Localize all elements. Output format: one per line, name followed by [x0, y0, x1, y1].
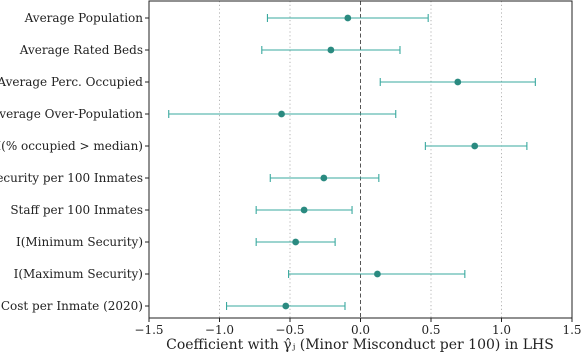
point-i-minimum-security [292, 239, 299, 246]
y-tick-label: Average Rated Beds [19, 43, 143, 57]
point-average-perc-occupied [454, 79, 461, 86]
x-tick-label: 0.5 [421, 323, 440, 337]
y-tick-label: Cost per Inmate (2020) [1, 299, 143, 313]
y-tick-label: I(Maximum Security) [14, 267, 143, 281]
y-axis: Average Population Average Rated Beds Aver… [0, 11, 149, 313]
x-tick-label: 0.0 [351, 323, 370, 337]
x-tick-label: −0.5 [275, 323, 304, 337]
point-average-population [344, 15, 351, 22]
y-tick-label: I(% occupied > median) [0, 139, 143, 153]
x-tick-label: 1.0 [492, 323, 511, 337]
y-tick-label: Staff per 100 Inmates [10, 203, 143, 217]
x-axis: −1.5 −1.0 −0.5 0.0 0.5 1.0 1.5 [134, 318, 581, 337]
point-i-maximum-security [374, 271, 381, 278]
x-tick-label: 1.5 [562, 323, 581, 337]
point-security-per-100-inmates [320, 175, 327, 182]
point-average-over-population [278, 111, 285, 118]
y-tick-label: Average Population [24, 11, 144, 25]
x-tick-label: −1.5 [134, 323, 163, 337]
y-tick-label: Security per 100 Inmates [0, 171, 143, 185]
y-tick-label: Average Perc. Occupied [0, 75, 143, 89]
x-tick-label: −1.0 [205, 323, 234, 337]
point-staff-per-100-inmates [301, 207, 308, 214]
y-tick-label: Average Over-Population [0, 107, 143, 121]
x-axis-label: Coefficient with γ̂ⱼ (Minor Misconduct p… [166, 337, 554, 353]
point-i-occupied-median [471, 143, 478, 150]
point-cost-per-inmate-2020 [282, 303, 289, 310]
point-average-rated-beds [327, 47, 334, 54]
y-tick-label: I(Minimum Security) [16, 235, 143, 249]
